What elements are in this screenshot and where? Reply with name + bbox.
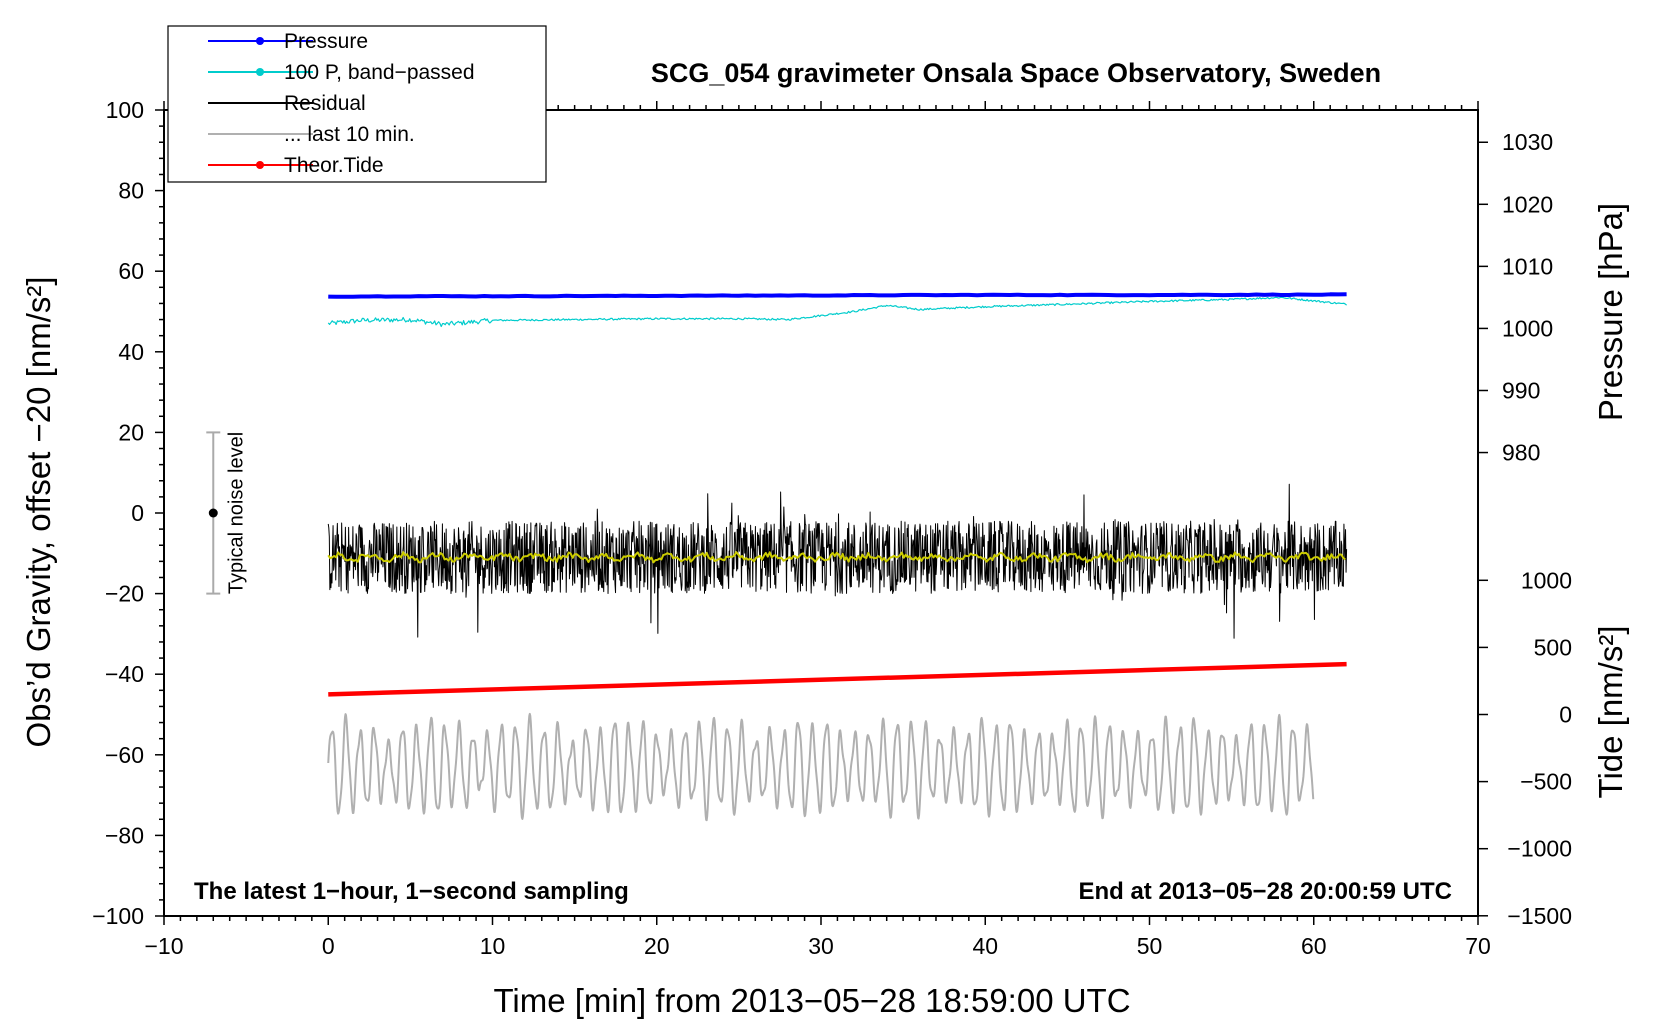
x-tick-label: 50 bbox=[1137, 933, 1163, 959]
legend-marker bbox=[256, 161, 264, 169]
x-tick-label: 60 bbox=[1301, 933, 1327, 959]
pressure-tick-label: 1000 bbox=[1502, 315, 1553, 341]
x-axis-title: Time [min] from 2013−05−28 18:59:00 UTC bbox=[493, 982, 1130, 1019]
y-tick-label: 40 bbox=[118, 339, 144, 365]
pressure-tick-label: 980 bbox=[1502, 440, 1540, 466]
series-pressure bbox=[328, 292, 1347, 299]
legend: Pressure 100 P, band−passed Residual ... la… bbox=[167, 25, 547, 183]
y-tick-label: 20 bbox=[118, 419, 144, 445]
tide-tick-label: −1000 bbox=[1507, 836, 1572, 862]
y-tick-label: −100 bbox=[92, 903, 144, 929]
x-tick-label: 0 bbox=[322, 933, 335, 959]
x-tick-label: 30 bbox=[808, 933, 834, 959]
chart-title: SCG_054 gravimeter Onsala Space Observat… bbox=[651, 58, 1381, 88]
legend-label: Theor.Tide bbox=[284, 154, 384, 177]
legend-marker bbox=[256, 37, 264, 45]
y-tick-label: −80 bbox=[105, 822, 144, 848]
x-tick-label: 40 bbox=[972, 933, 998, 959]
x-tick-label: 20 bbox=[644, 933, 670, 959]
y-tick-label: 80 bbox=[118, 178, 144, 204]
y-tick-label: 60 bbox=[118, 258, 144, 284]
x-tick-label: 70 bbox=[1465, 933, 1491, 959]
series-bandpassed-pressure bbox=[327, 296, 1347, 328]
y-tick-label: −20 bbox=[105, 581, 144, 607]
tide-axis-title: Tide [nm/s²] bbox=[1592, 626, 1629, 799]
annotation-sampling: The latest 1−hour, 1−second sampling bbox=[194, 878, 629, 905]
series-theor-tide bbox=[328, 661, 1347, 697]
pressure-tick-label: 990 bbox=[1502, 377, 1540, 403]
legend-label: Residual bbox=[284, 92, 366, 115]
legend-label: 100 P, band−passed bbox=[284, 61, 475, 84]
y-tick-label: −60 bbox=[105, 742, 144, 768]
pressure-tick-label: 1020 bbox=[1502, 191, 1553, 217]
noise-bar-center-dot bbox=[208, 508, 218, 518]
tide-tick-label: 0 bbox=[1559, 702, 1572, 728]
series-last-10-min bbox=[327, 712, 1315, 822]
series-layer bbox=[327, 292, 1348, 822]
noise-bar-label: Typical noise level bbox=[225, 432, 247, 594]
tide-tick-label: 500 bbox=[1534, 634, 1572, 660]
x-tick-label: −10 bbox=[144, 933, 183, 959]
tide-tick-label: −1500 bbox=[1507, 903, 1572, 929]
pressure-tick-label: 1030 bbox=[1502, 129, 1553, 155]
y-tick-label: 0 bbox=[131, 500, 144, 526]
annotation-end-time: End at 2013−05−28 20:00:59 UTC bbox=[1078, 878, 1452, 905]
legend-label: Pressure bbox=[284, 30, 368, 53]
pressure-axis-title: Pressure [hPa] bbox=[1592, 203, 1629, 421]
y-tick-label: −40 bbox=[105, 661, 144, 687]
y-axis-title: Obs’d Gravity, offset −20 [nm/s²] bbox=[20, 276, 57, 747]
legend-marker bbox=[256, 68, 264, 76]
series-residual bbox=[327, 483, 1348, 639]
tide-tick-label: 1000 bbox=[1521, 567, 1572, 593]
x-tick-label: 10 bbox=[480, 933, 506, 959]
pressure-tick-label: 1010 bbox=[1502, 253, 1553, 279]
noise-bar-group: Typical noise level bbox=[206, 431, 247, 595]
axes-group: −10 0 10 20 30 40 50 60 70−100−80−60−40−20020406… bbox=[92, 97, 1572, 959]
y-tick-label: 100 bbox=[106, 97, 144, 123]
series-residual-smoothed bbox=[327, 551, 1346, 564]
legend-label: ... last 10 min. bbox=[284, 123, 415, 146]
tide-tick-label: −500 bbox=[1520, 769, 1572, 795]
